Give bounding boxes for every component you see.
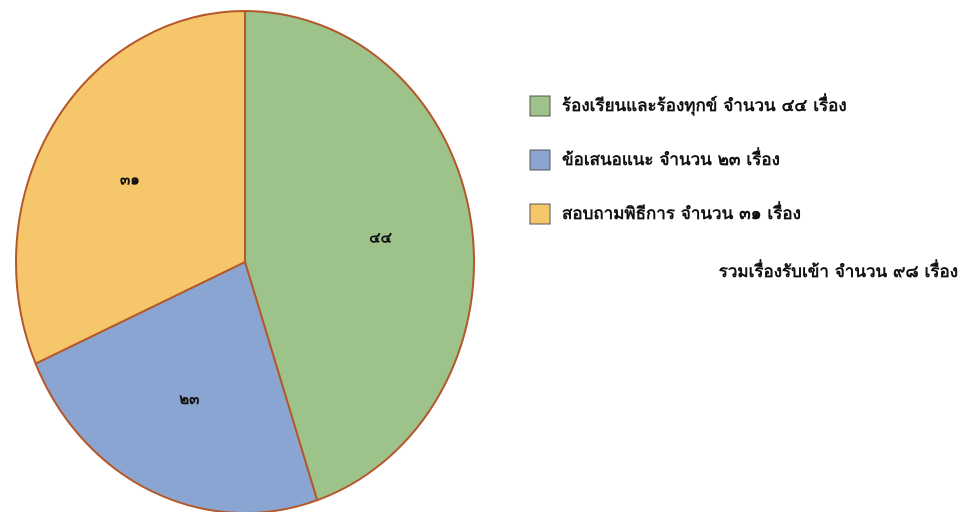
legend-swatch (529, 95, 551, 117)
legend-label: สอบถามพิธีการ จำนวน ๓๑ เรื่อง (562, 201, 801, 224)
pie-slice (244, 9, 475, 502)
total-annotation: รวมเรื่องรับเข้า จำนวน ๙๘ เรื่อง (719, 259, 958, 282)
legend-swatch (529, 149, 551, 171)
data-label: ๓๑ (120, 170, 140, 188)
legend-label: ข้อเสนอแนะ จำนวน ๒๓ เรื่อง (562, 147, 780, 170)
legend-label: ร้องเรียนและร้องทุกข์ จำนวน ๔๔ เรื่อง (562, 93, 847, 116)
data-label: ๒๓ (179, 390, 199, 408)
legend-swatch (529, 203, 551, 225)
pie-slice (34, 260, 319, 512)
pie-slice (15, 9, 246, 365)
data-label: ๔๔ (369, 228, 392, 246)
